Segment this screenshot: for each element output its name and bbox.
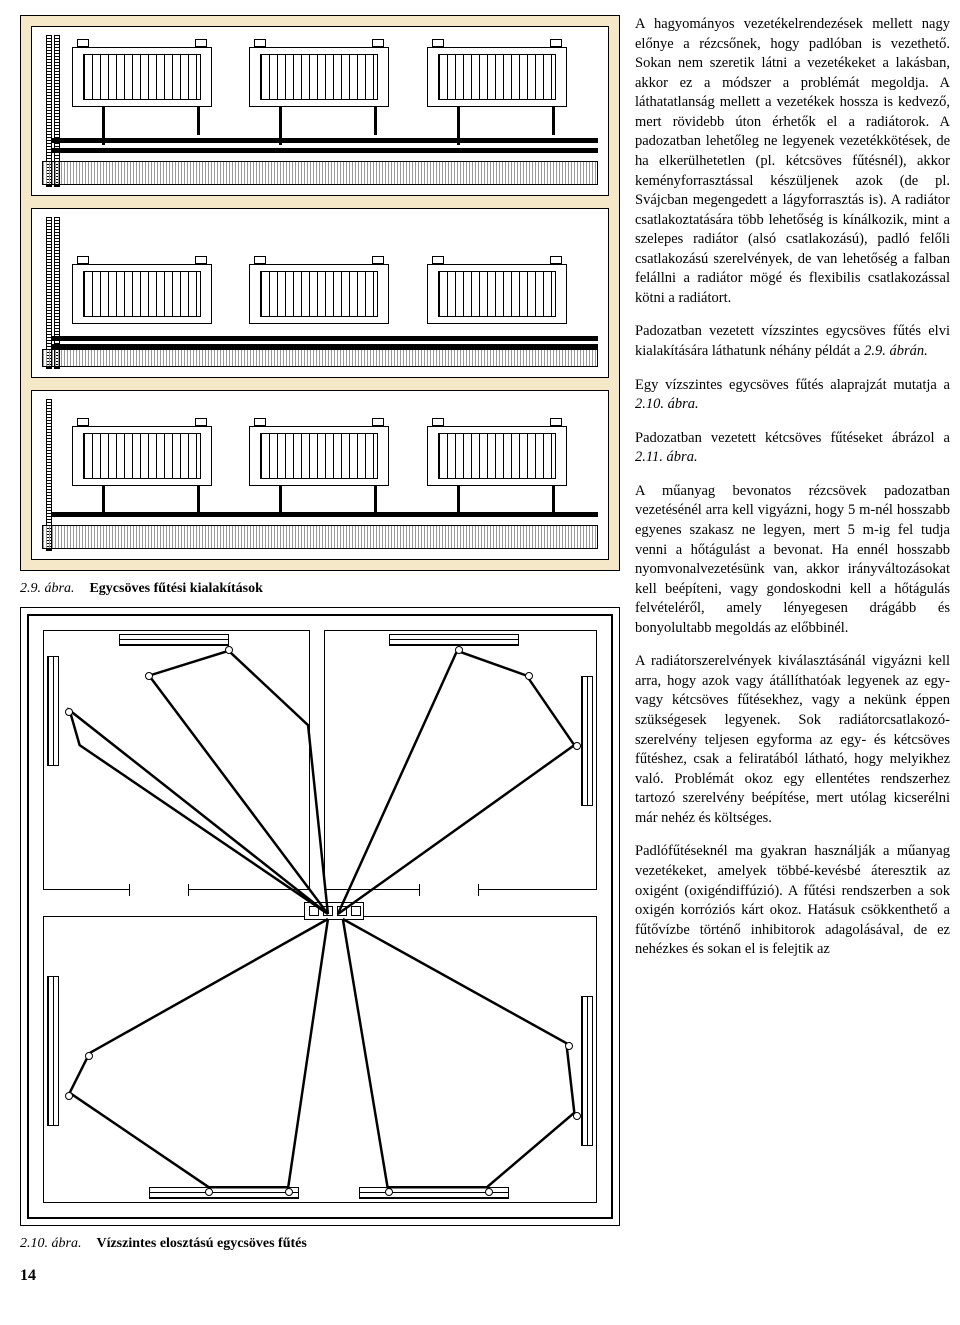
radiator [249, 426, 389, 486]
radiator [72, 264, 212, 324]
paragraph: A radiátorszerelvények kiválasztásánál v… [635, 652, 950, 828]
single-pipe [52, 512, 598, 517]
figure-2-9-caption: 2.9. ábra. Egycsöves fűtési kialakítások [20, 581, 620, 597]
paragraph: A műanyag bevonatos rézcsövek padozatban… [635, 482, 950, 639]
caption-title: Egycsöves fűtési kialakítások [89, 581, 262, 597]
radiator [427, 426, 567, 486]
caption-title: Vízszintes elosztású egycsöves fűtés [96, 1236, 306, 1252]
return-pipe [52, 148, 598, 153]
supply-pipe [52, 336, 598, 341]
diagram-row-2 [31, 208, 609, 378]
floor-plan [27, 614, 613, 1219]
radiator [72, 47, 212, 107]
paragraph: A hagyományos vezetékelrendezések mellet… [635, 15, 950, 308]
radiator [427, 264, 567, 324]
diagram-row-1 [31, 26, 609, 196]
paragraph: Padozatban vezetett kétcsöves fűtéseket … [635, 429, 950, 468]
radiator [72, 426, 212, 486]
paragraph: Padozatban vezetett vízszintes egycsöves… [635, 322, 950, 361]
figure-2-10-caption: 2.10. ábra. Vízszintes elosztású egycsöv… [20, 1236, 620, 1252]
radiator [427, 47, 567, 107]
figure-2-9 [20, 15, 620, 571]
page-number: 14 [20, 1262, 620, 1285]
diagram-row-3 [31, 390, 609, 560]
pipe-loop [29, 616, 611, 1217]
caption-number: 2.9. ábra. [20, 581, 74, 597]
radiator [249, 47, 389, 107]
supply-pipe [52, 138, 598, 143]
floor-section [42, 161, 598, 185]
paragraph: Egy vízszintes egycsöves fűtés alaprajzá… [635, 376, 950, 415]
paragraph: Padlófűtéseknél ma gyakran használják a … [635, 842, 950, 959]
caption-number: 2.10. ábra. [20, 1236, 81, 1252]
floor-section [42, 525, 598, 549]
radiator [249, 264, 389, 324]
floor-section [42, 349, 598, 367]
figure-2-10 [20, 607, 620, 1226]
body-text-column: A hagyományos vezetékelrendezések mellet… [635, 15, 950, 1285]
